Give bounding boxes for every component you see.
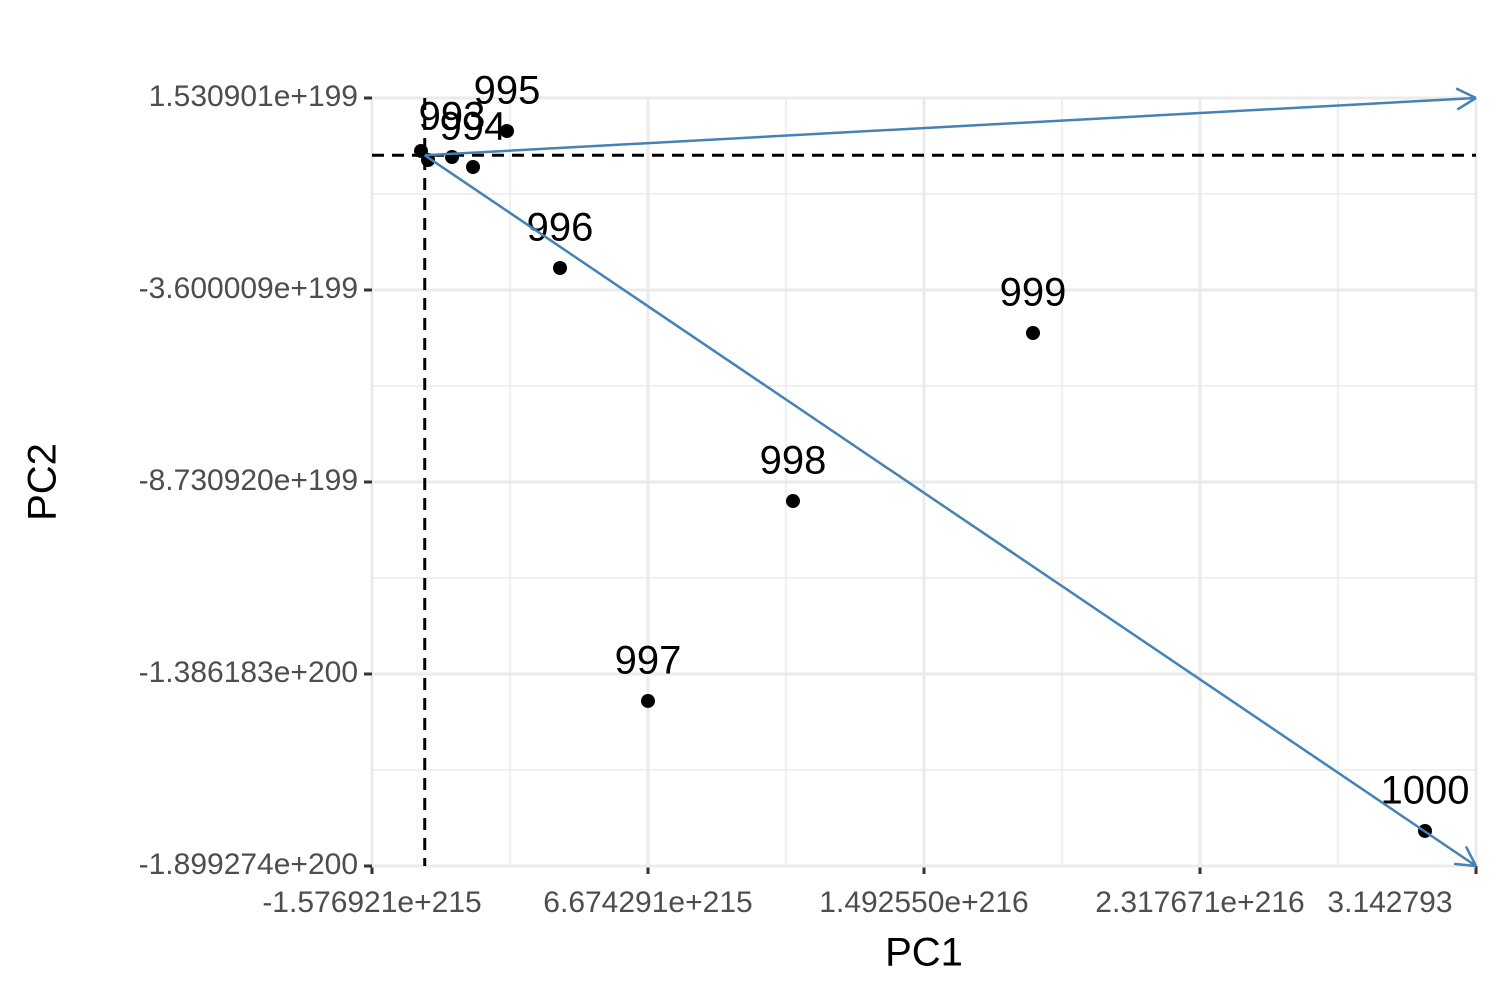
loading-arrow — [424, 154, 1477, 868]
point-label: 997 — [615, 639, 682, 683]
point — [785, 494, 800, 509]
loading-arrow — [424, 96, 1477, 157]
x-tick-label: 1.492550e+216 — [819, 886, 1028, 919]
x-axis-title: PC1 — [885, 931, 963, 975]
y-tick-label: -1.899274e+200 — [139, 848, 358, 881]
point — [445, 150, 460, 165]
point — [640, 693, 655, 708]
point — [1025, 325, 1040, 340]
point-label: 996 — [527, 206, 594, 250]
point-label: 999 — [1000, 271, 1067, 315]
arrow-head — [1455, 87, 1477, 111]
point-label: 995 — [474, 69, 541, 113]
y-tick-label: -1.386183e+200 — [139, 656, 358, 689]
x-tick-label: 6.674291e+215 — [543, 886, 752, 919]
arrow-head — [1453, 845, 1478, 868]
point-label: 993 — [419, 95, 486, 139]
x-tick-label: 3.142793 — [1327, 886, 1452, 919]
point-label: 1000 — [1380, 769, 1469, 813]
x-tick-label: 2.317671e+216 — [1095, 886, 1304, 919]
x-tick-label: -1.576921e+215 — [262, 886, 481, 919]
y-tick-label: -8.730920e+199 — [139, 464, 358, 497]
y-axis-title: PC2 — [21, 443, 65, 521]
point-label: 998 — [760, 439, 827, 483]
point — [466, 159, 481, 174]
point — [553, 260, 568, 275]
y-tick-label: -3.600009e+199 — [139, 272, 358, 305]
point — [500, 124, 515, 139]
y-tick-label: 1.530901e+199 — [149, 80, 358, 113]
point-label: 994 — [440, 105, 507, 149]
